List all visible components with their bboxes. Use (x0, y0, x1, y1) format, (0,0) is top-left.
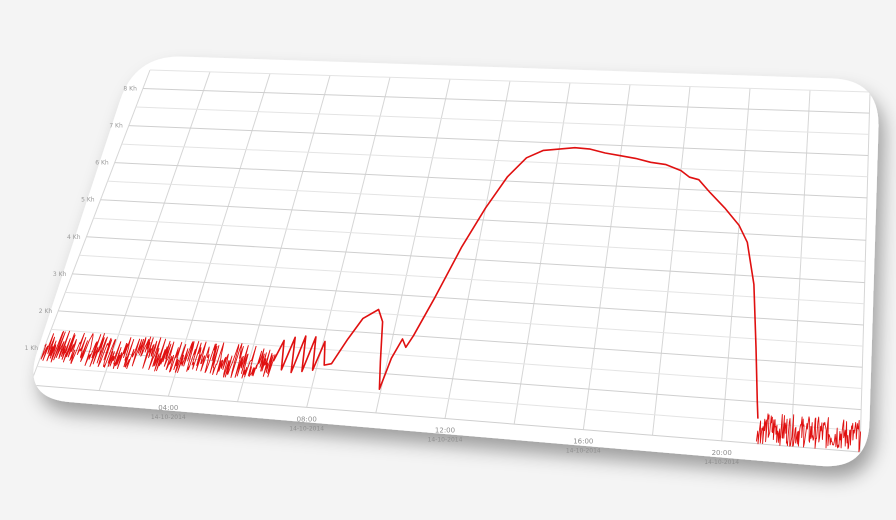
x-tick-time: 20:00 (712, 449, 732, 457)
grid-hline (128, 125, 869, 157)
grid-hline (149, 69, 871, 93)
grid-vline (582, 84, 631, 430)
grid-hline (114, 162, 868, 199)
x-tick-date: 14-10-2014 (428, 437, 463, 444)
y-tick-label: 7 Kh (109, 123, 123, 130)
grid-vline (513, 82, 571, 425)
x-tick-date: 14-10-2014 (704, 459, 739, 466)
grid-hline (86, 236, 865, 284)
grid-hline (142, 88, 870, 114)
x-axis: 04:00 14-10-2014 08:00 14-10-2014 12:00 14-10… (151, 404, 739, 466)
chart-grid (33, 69, 871, 453)
x-tick-date: 14-10-2014 (566, 448, 601, 455)
grid-hline (33, 384, 861, 453)
grid-vline (237, 75, 331, 402)
grid-hline (65, 291, 863, 347)
grid-hline (121, 143, 868, 178)
grid-vline (444, 80, 511, 419)
grid-hline (107, 180, 867, 220)
grid-hline (135, 106, 869, 135)
grid-hline (72, 273, 864, 326)
grid-vline (790, 90, 811, 447)
grid-vline (859, 91, 871, 453)
y-tick-label: 8 Kh (123, 86, 137, 93)
series-noise-line (755, 413, 862, 453)
y-tick-label: 1 Kh (25, 345, 39, 352)
grid-hline (93, 217, 866, 262)
grid-vline (721, 88, 751, 441)
series-line (272, 146, 759, 419)
grid-hline (100, 199, 866, 241)
grid-hline (58, 310, 863, 368)
y-tick-label: 3 Kh (53, 271, 67, 278)
grid-hline (51, 328, 862, 389)
grid-vline (652, 86, 691, 436)
x-tick-time: 12:00 (435, 427, 455, 435)
y-axis: 8 Kh 7 Kh 6 Kh 5 Kh 4 Kh 3 Kh 2 Kh 1 Kh (25, 86, 137, 352)
grid-hline (79, 254, 865, 305)
series-noise-line (40, 330, 276, 379)
grid-vline (167, 73, 271, 397)
y-tick-label: 6 Kh (95, 160, 109, 167)
grid-vline (98, 71, 211, 391)
grid-vline (33, 69, 151, 386)
grid-hline (37, 365, 861, 432)
y-tick-label: 4 Kh (67, 234, 81, 241)
grid-vline (375, 79, 451, 414)
y-tick-label: 5 Kh (81, 197, 95, 204)
chart-series (40, 146, 862, 453)
x-tick-time: 08:00 (297, 415, 317, 423)
x-tick-date: 14-10-2014 (151, 414, 186, 421)
y-tick-label: 2 Kh (39, 308, 53, 315)
x-tick-time: 16:00 (573, 438, 593, 446)
x-tick-date: 14-10-2014 (289, 425, 324, 432)
x-tick-time: 04:00 (158, 404, 178, 412)
